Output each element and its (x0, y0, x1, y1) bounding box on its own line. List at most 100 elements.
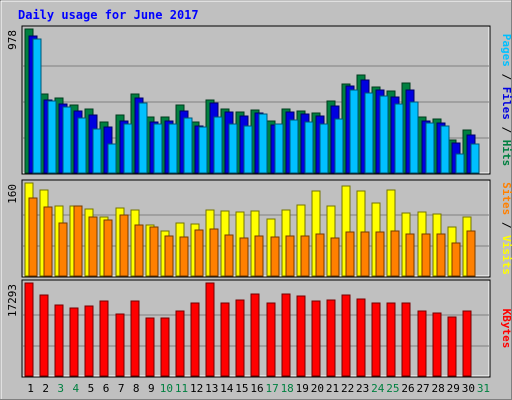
bar-pages-day-9 (153, 123, 163, 174)
bar-kbytes-day-3 (54, 304, 64, 377)
bar-sites-day-12 (194, 229, 204, 277)
bar-sites-day-3 (58, 222, 68, 277)
x-tick-label: 22 (341, 382, 354, 395)
axis-title-part: KBytes (500, 309, 512, 349)
bar-kbytes-day-22 (341, 294, 351, 377)
x-tick-label: 5 (88, 382, 95, 395)
x-tick-label: 15 (235, 382, 248, 395)
bar-sites-day-5 (88, 216, 98, 277)
x-tick-label: 21 (326, 382, 339, 395)
axis-title-part: Files (500, 87, 512, 120)
bar-pages-day-22 (349, 89, 359, 174)
bar-pages-day-20 (319, 123, 329, 174)
bar-sites-day-18 (285, 235, 295, 277)
bar-pages-day-23 (364, 92, 374, 174)
bar-kbytes-day-10 (160, 317, 170, 377)
bar-pages-day-27 (425, 122, 435, 174)
bar-sites-day-6 (103, 219, 113, 277)
bar-pages-day-4 (77, 117, 87, 174)
bar-kbytes-day-12 (190, 302, 200, 377)
series-pages (32, 38, 480, 174)
chart-panels: 978 Pages / Files / Hits 160 Sites / Visits… (6, 25, 512, 378)
bar-sites-day-11 (179, 236, 189, 277)
axis-title-part: / (500, 215, 512, 235)
axis-title: Sites / Visits (500, 182, 512, 275)
bar-pages-day-21 (334, 118, 344, 174)
axis-title-part: / (500, 67, 512, 87)
x-tick-label: 1 (27, 382, 34, 395)
x-tick-label: 6 (103, 382, 110, 395)
series-kbytes (24, 282, 472, 377)
bar-sites-day-27 (421, 233, 431, 277)
bar-sites-day-30 (466, 230, 476, 277)
x-tick-label: 3 (57, 382, 64, 395)
bar-pages-day-3 (62, 106, 72, 174)
bar-pages-day-19 (304, 121, 314, 174)
bar-kbytes-day-8 (130, 300, 140, 377)
y-max-label: 160 (6, 184, 19, 204)
bar-pages-day-7 (123, 123, 133, 174)
bar-pages-day-2 (47, 100, 57, 174)
x-tick-label: 11 (175, 382, 188, 395)
bar-kbytes-day-7 (115, 313, 125, 377)
bar-kbytes-day-30 (462, 310, 472, 377)
bar-kbytes-day-19 (296, 295, 306, 377)
bar-sites-day-16 (254, 235, 264, 277)
bar-kbytes-day-4 (69, 307, 79, 377)
bar-pages-day-28 (440, 125, 450, 174)
panel-visits_sites: 160 Sites / Visits (6, 179, 512, 278)
bar-kbytes-day-18 (281, 293, 291, 377)
bar-sites-day-1 (28, 197, 38, 277)
x-tick-label: 17 (265, 382, 278, 395)
axis-title: Pages / Files / Hits (500, 34, 512, 167)
bar-sites-day-21 (330, 237, 340, 277)
y-max-label: 978 (6, 30, 19, 50)
x-tick-label: 30 (462, 382, 475, 395)
x-tick-label: 24 (371, 382, 385, 395)
bar-pages-day-6 (107, 143, 117, 174)
x-tick-label: 20 (311, 382, 324, 395)
bar-kbytes-day-23 (356, 298, 366, 377)
y-max-label: 17293 (6, 284, 19, 317)
x-tick-label: 12 (190, 382, 203, 395)
x-tick-label: 29 (447, 382, 460, 395)
bar-kbytes-day-27 (417, 310, 427, 377)
bar-pages-day-24 (379, 95, 389, 174)
axis-title-part: / (500, 120, 512, 140)
bar-sites-day-8 (134, 224, 144, 277)
bar-sites-day-28 (436, 233, 446, 277)
bar-pages-day-16 (258, 113, 268, 174)
bar-kbytes-day-16 (250, 293, 260, 377)
bar-kbytes-day-21 (326, 299, 336, 377)
axis-title: KBytes (500, 309, 512, 349)
x-tick-label: 10 (160, 382, 173, 395)
bar-pages-day-15 (243, 125, 253, 174)
bar-pages-day-18 (289, 119, 299, 174)
bar-kbytes-day-11 (175, 310, 185, 377)
bar-pages-day-12 (198, 126, 208, 174)
bar-kbytes-day-13 (205, 282, 215, 377)
bar-pages-day-10 (168, 123, 178, 174)
bar-sites-day-14 (224, 234, 234, 277)
bar-kbytes-day-26 (401, 302, 411, 377)
bar-sites-day-4 (73, 205, 83, 277)
bar-sites-day-24 (375, 231, 385, 277)
bar-kbytes-day-1 (24, 282, 34, 377)
bar-kbytes-day-9 (145, 317, 155, 377)
x-tick-label: 13 (205, 382, 218, 395)
x-tick-label: 8 (133, 382, 140, 395)
bar-sites-day-25 (390, 230, 400, 277)
bar-pages-day-1 (32, 38, 42, 174)
bar-kbytes-day-14 (220, 302, 230, 377)
bar-sites-day-19 (300, 235, 310, 277)
x-tick-label: 2 (42, 382, 49, 395)
bar-pages-day-11 (183, 117, 193, 174)
bar-kbytes-day-20 (311, 300, 321, 377)
x-axis-day-labels: 1 2 3 4 5 6 7 8 9 10 11 12 13 14 15 16 17 18 19 20 21 22 23 24 2… (27, 382, 490, 395)
bar-sites-day-23 (360, 231, 370, 277)
chart-title: Daily usage for June 2017 (18, 8, 199, 22)
bar-kbytes-day-15 (235, 299, 245, 377)
bar-pages-day-14 (228, 123, 238, 174)
bar-kbytes-day-2 (39, 294, 49, 377)
